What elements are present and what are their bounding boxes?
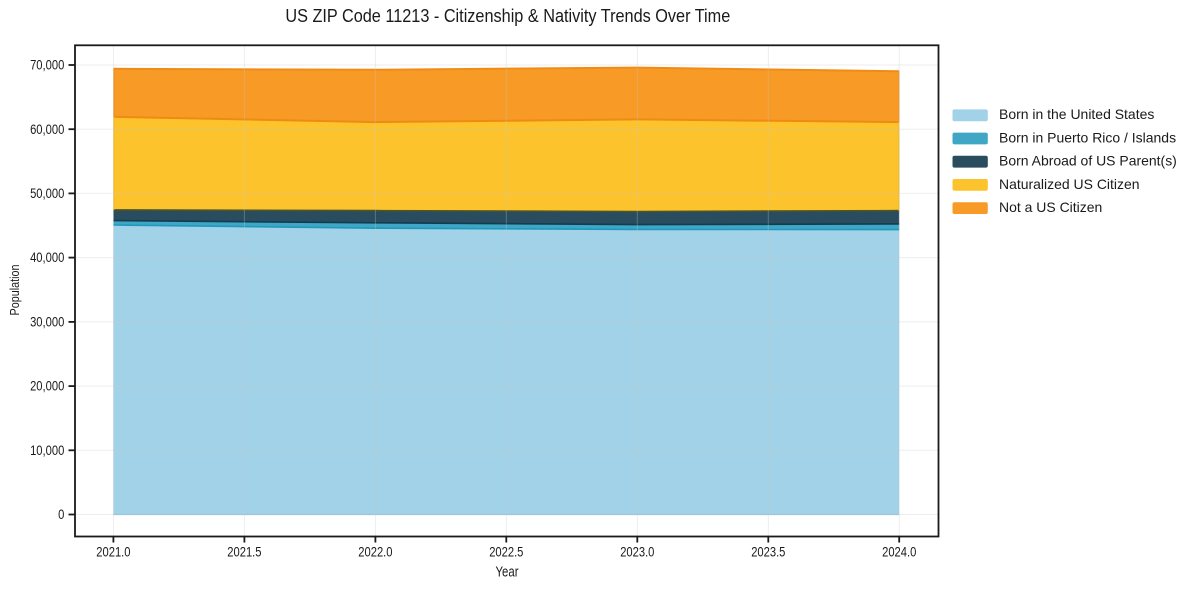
svg-text:2024.0: 2024.0	[882, 544, 916, 559]
svg-text:Born Abroad of US Parent(s): Born Abroad of US Parent(s)	[999, 153, 1177, 169]
svg-text:50,000: 50,000	[30, 186, 64, 201]
svg-text:US ZIP Code 11213 - Citizenshi: US ZIP Code 11213 - Citizenship & Nativi…	[285, 5, 730, 26]
svg-text:30,000: 30,000	[30, 314, 64, 329]
svg-text:60,000: 60,000	[30, 122, 64, 137]
svg-text:Born in the United States: Born in the United States	[999, 106, 1154, 122]
svg-text:40,000: 40,000	[30, 250, 64, 265]
svg-text:2021.5: 2021.5	[227, 544, 261, 559]
svg-text:Born in Puerto Rico / Islands: Born in Puerto Rico / Islands	[999, 129, 1176, 145]
svg-text:Not a US Citizen: Not a US Citizen	[999, 199, 1102, 215]
svg-text:10,000: 10,000	[30, 443, 64, 458]
svg-text:2023.0: 2023.0	[620, 544, 654, 559]
svg-text:Naturalized US Citizen: Naturalized US Citizen	[999, 176, 1140, 192]
svg-text:2021.0: 2021.0	[96, 544, 130, 559]
svg-text:Year: Year	[495, 563, 519, 580]
svg-text:0: 0	[58, 507, 64, 522]
svg-text:Population: Population	[7, 265, 22, 316]
svg-text:2023.5: 2023.5	[751, 544, 785, 559]
svg-text:2022.0: 2022.0	[358, 544, 392, 559]
svg-text:2022.5: 2022.5	[489, 544, 523, 559]
svg-text:20,000: 20,000	[30, 379, 64, 394]
svg-text:70,000: 70,000	[30, 57, 64, 72]
